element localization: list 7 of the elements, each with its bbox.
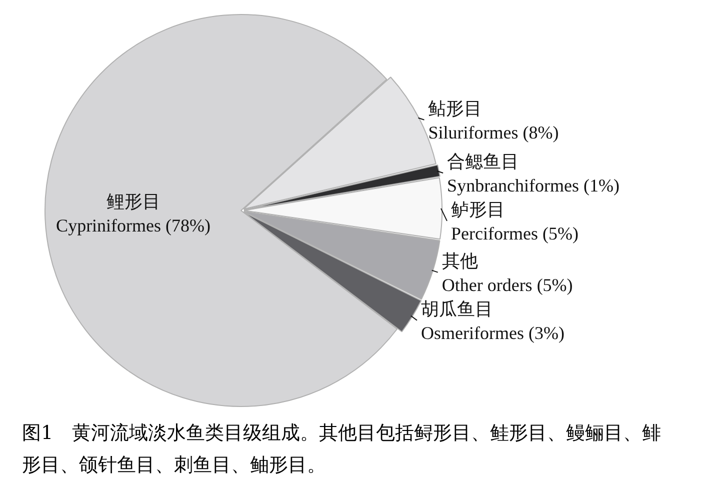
slice-label: 鲤形目 Cypriniformes (78%) [56,192,211,236]
slice-label: 其他 Other orders (5%) [442,251,573,296]
caption: 图1 黄河流域淡水鱼类目级组成。其他目包括鲟形目、鲑形目、鳗鲡目、鲱形目、颌针鱼目、刺鱼目、鲉形目。 [21,421,662,478]
slice-label: 合鳃鱼目 Synbranchiformes (1%) [447,152,620,196]
slice-label: 鲈形目 Perciformes (5%) [450,200,578,244]
slice-label: 胡瓜鱼目 Osmeriformes (3%) [420,299,564,344]
slice-label: 鲇形目 Siluriformes (8%) [428,98,559,143]
